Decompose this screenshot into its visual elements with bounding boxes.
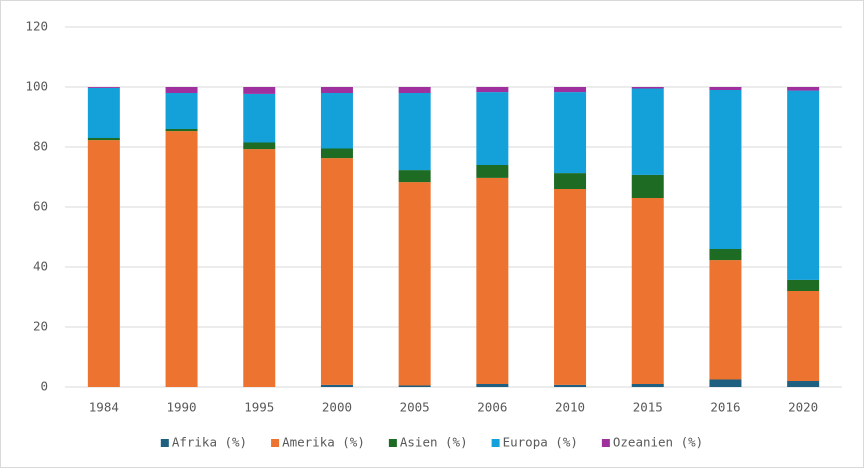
x-tick-label: 2020 [788,400,818,415]
legend-label: Europa (%) [503,435,578,450]
bar-segment [787,90,820,280]
bar-segment [165,131,198,387]
bar-segment [320,384,353,387]
legend-label: Asien (%) [400,435,468,450]
x-tick-label: 2010 [555,400,585,415]
bar-segment [398,170,431,183]
bar-segment [787,279,820,291]
x-tick-label: 2016 [710,400,740,415]
bar-segment [476,165,509,178]
y-tick-label: 100 [25,79,48,94]
y-tick-label: 60 [33,199,48,214]
bar-segment [320,148,353,159]
legend-marker [388,439,397,447]
legend-label: Afrika (%) [172,435,247,450]
bar-segment [631,174,664,198]
bar-segment [165,87,198,93]
bar-segment [476,87,509,93]
y-tick-label: 40 [33,259,48,274]
bar-segment [87,87,120,88]
bar-segment [787,87,820,91]
bar-segment [631,87,664,89]
bar-segment [243,142,276,150]
bar-segment [87,87,120,138]
bar-segment [165,93,198,129]
x-tick-label: 2005 [400,400,430,415]
bar-segment [554,87,587,93]
legend-label: Ozeanien (%) [613,435,703,450]
bar-segment [320,87,353,93]
bar-segment [709,249,742,261]
bar-segment [320,93,353,149]
bar-segment [631,198,664,384]
bar-segment [631,88,664,175]
bar-segment [554,92,587,174]
bar-segment [554,384,587,387]
x-tick-label: 1995 [244,400,274,415]
bar-segment [398,93,431,171]
bar-segment [709,379,742,387]
y-tick-label: 80 [33,139,48,154]
bar-segment [243,87,276,94]
bar-segment [165,129,198,132]
y-tick-label: 20 [33,319,48,334]
y-tick-label: 120 [25,19,48,34]
bar-segment [554,173,587,189]
bar-segment [398,182,431,386]
bar-segment [631,384,664,387]
bar-segment [709,90,742,249]
bar-segment [87,140,120,387]
x-tick-label: 1984 [89,400,119,415]
legend-marker [271,439,280,447]
bar-segment [709,260,742,380]
bar-segment [476,384,509,387]
x-tick-label: 2006 [477,400,507,415]
bar-segment [476,177,509,384]
bar-segment [709,87,742,90]
bar-segment [476,92,509,165]
bar-segment [243,93,276,143]
bar-segment [243,149,276,387]
bar-segment [87,138,120,141]
y-tick-label: 0 [40,379,48,394]
bar-segment [787,291,820,381]
x-tick-label: 2015 [633,400,663,415]
bar-segment [320,158,353,385]
legend-marker [160,439,169,447]
bar-segment [554,189,587,385]
legend-marker [491,439,500,447]
bar-segment [787,381,820,387]
legend-label: Amerika (%) [282,435,365,450]
legend-marker [601,439,610,447]
bar-segment [398,87,431,93]
x-tick-label: 2000 [322,400,352,415]
x-tick-label: 1990 [166,400,196,415]
bar-segment [398,385,431,387]
